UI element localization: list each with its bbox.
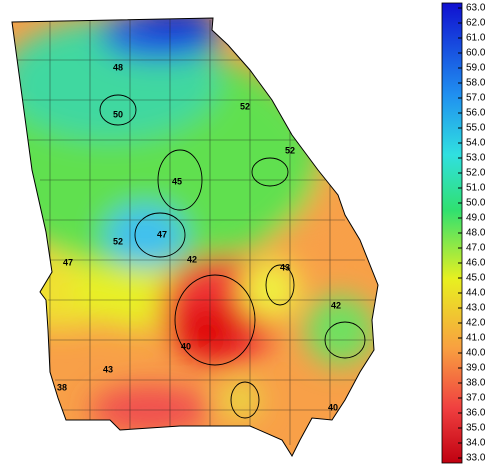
colorbar-label: 36.0: [466, 408, 486, 419]
colorbar-label: 38.0: [466, 378, 486, 389]
colorbar-label: 62.0: [466, 18, 486, 29]
colorbar-label: 48.0: [466, 228, 486, 239]
colorbar-label: 43.0: [466, 303, 486, 314]
colorbar-label: 49.0: [466, 213, 486, 224]
colorbar-label: 60.0: [466, 48, 486, 59]
contour-label: 43: [280, 262, 290, 272]
colorbar-label: 53.0: [466, 153, 486, 164]
colorbar-label: 58.0: [466, 78, 486, 89]
contour-label: 43: [103, 364, 113, 374]
colorbar-label: 46.0: [466, 258, 486, 269]
contour-label: 48: [113, 62, 123, 72]
contour-labels: 48 50 52 52 45 52 47 47 42 43 42 40 43 38 40: [57, 62, 341, 412]
colorbar-label: 47.0: [466, 243, 486, 254]
colorbar-label: 34.0: [466, 438, 486, 449]
contour-label: 52: [113, 236, 123, 246]
colorbar-label: 37.0: [466, 393, 486, 404]
colorbar-label: 50.0: [466, 198, 486, 209]
contour-label: 47: [157, 229, 167, 239]
contour-label: 40: [181, 341, 191, 351]
state-border: [11, 17, 379, 458]
colorbar-label: 42.0: [466, 318, 486, 329]
colorbar-label: 41.0: [466, 333, 486, 344]
colorbar-label: 33.0: [466, 453, 486, 464]
colorbar-label: 44.0: [466, 288, 486, 299]
contour-label: 42: [331, 300, 341, 310]
contour-label: 45: [172, 176, 182, 186]
colorbar-label: 61.0: [466, 33, 486, 44]
colorbar-label: 35.0: [466, 423, 486, 434]
contour-label: 38: [57, 382, 67, 392]
colorbar-label: 45.0: [466, 273, 486, 284]
colorbar-label: 39.0: [466, 363, 486, 374]
contour-label: 50: [113, 109, 123, 119]
contour-label: 52: [285, 145, 295, 155]
colorbar-label: 52.0: [466, 168, 486, 179]
contour-label: 52: [240, 101, 250, 111]
contour-label: 40: [328, 402, 338, 412]
colorbar-label: 59.0: [466, 63, 486, 74]
contour-label: 42: [187, 254, 197, 264]
colorbar-ticks: 63.0 62.0 61.0 60.0 59.0 58.0 57.0 56.0 55.0 54.0…: [458, 3, 486, 464]
colorbar-label: 63.0: [466, 3, 486, 14]
colorbar-label: 57.0: [466, 93, 486, 104]
colorbar-label: 51.0: [466, 183, 486, 194]
contour-label: 47: [63, 257, 73, 267]
temperature-field: [12, 18, 378, 456]
colorbar-label: 54.0: [466, 138, 486, 149]
colorbar-label: 40.0: [466, 348, 486, 359]
colorbar-label: 55.0: [466, 123, 486, 134]
colorbar-label: 56.0: [466, 108, 486, 119]
